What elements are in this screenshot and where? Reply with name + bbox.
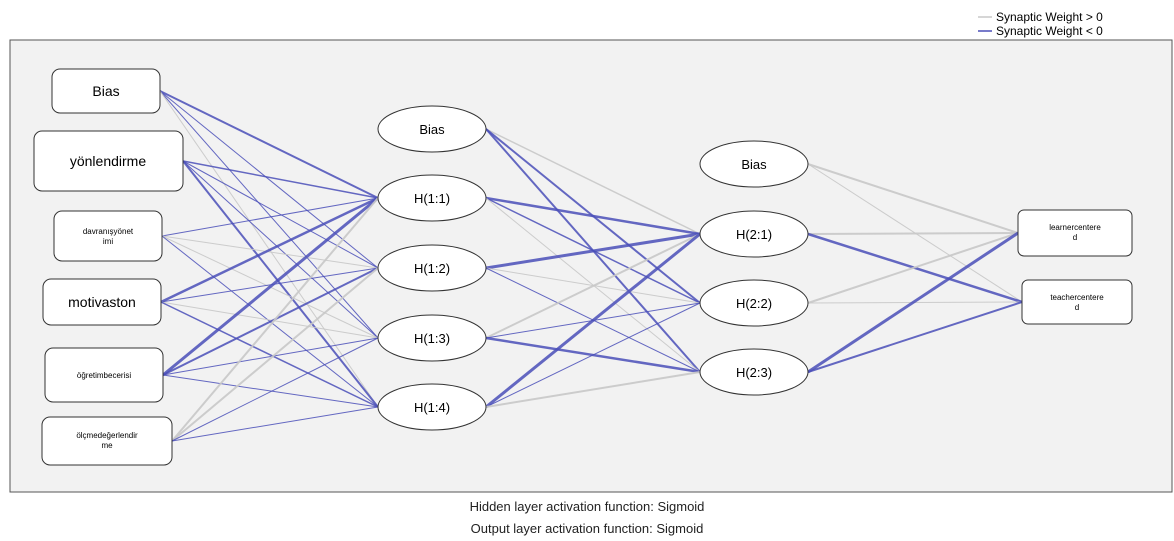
legend: Synaptic Weight > 0 Synaptic Weight < 0 [978, 10, 1103, 38]
connection-line [485, 371, 701, 408]
connection-line [485, 196, 701, 236]
input-node-yonlendirme: yönlendirme [33, 130, 184, 192]
output-node-label: learnercentere [1049, 223, 1101, 232]
input-node-motivaston: motivaston [42, 278, 162, 326]
input-node-label: ölçmedeğerlendir [76, 431, 138, 440]
hidden2-node-label: H(2:2) [736, 296, 772, 311]
connection-line [485, 232, 701, 270]
output-layer: learnercentere d teachercentere d [1017, 209, 1133, 325]
hidden1-node-h12: H(1:2) [377, 244, 487, 292]
hidden2-node-h22: H(2:2) [699, 279, 809, 327]
connection-line [160, 196, 379, 304]
connection-line [160, 301, 379, 339]
hidden-layer-1: Bias H(1:1) H(1:2) H(1:3) H(1:4) [377, 105, 487, 431]
input-node-label: motivaston [68, 294, 136, 310]
output-node-label: d [1073, 233, 1077, 242]
hidden1-node-label: H(1:4) [414, 400, 450, 415]
connection-line [182, 160, 379, 408]
input-node-label: öğretimbecerisi [77, 371, 131, 380]
connection-line [485, 233, 701, 339]
legend-positive-label: Synaptic Weight > 0 [996, 10, 1103, 24]
input-layer: Bias yönlendirme davranışyönet imi motiv… [33, 68, 184, 466]
output-activation-caption: Output layer activation function: Sigmoi… [470, 521, 704, 536]
connection-line [159, 90, 379, 199]
hidden1-node-h11: H(1:1) [377, 174, 487, 222]
hidden1-node-label: H(1:3) [414, 331, 450, 346]
hidden1-node-label: H(1:1) [414, 191, 450, 206]
connection-line [182, 160, 379, 199]
hidden2-node-label: H(2:3) [736, 365, 772, 380]
connection-line [162, 337, 379, 376]
hidden-activation-caption: Hidden layer activation function: Sigmoi… [469, 499, 705, 514]
hidden2-node-label: Bias [741, 157, 767, 172]
connection-line [807, 301, 1023, 373]
hidden2-node-h23: H(2:3) [699, 348, 809, 396]
connection-line [159, 90, 379, 339]
connection-line [161, 235, 379, 269]
connection-line [807, 163, 1019, 234]
output-node-label: d [1075, 303, 1079, 312]
connection-line [162, 374, 379, 408]
hidden2-node-bias: Bias [699, 140, 809, 188]
input-node-bias: Bias [51, 68, 161, 114]
input-node-label: me [101, 441, 113, 450]
connection-line [182, 160, 379, 269]
connection-line [807, 231, 1019, 374]
connection-line [182, 160, 379, 339]
connections [159, 90, 1023, 442]
connection-line [171, 197, 379, 442]
connection-line [807, 232, 1019, 304]
connection-line [485, 128, 701, 235]
connection-line [485, 302, 701, 408]
connection-line [485, 232, 701, 409]
legend-negative-label: Synaptic Weight < 0 [996, 24, 1103, 38]
output-node-label: teachercentere [1050, 293, 1104, 302]
hidden2-node-label: H(2:1) [736, 227, 772, 242]
hidden1-node-h13: H(1:3) [377, 314, 487, 362]
connection-line [171, 406, 379, 442]
output-node-learnercentered: learnercentere d [1017, 209, 1133, 257]
connection-line [807, 232, 1019, 235]
connection-line [160, 267, 379, 303]
hidden1-node-label: Bias [419, 122, 445, 137]
input-node-davranis-yonetimi: davranışyönet imi [53, 210, 163, 262]
input-node-label: Bias [92, 83, 119, 99]
hidden1-node-bias: Bias [377, 105, 487, 153]
input-node-label: yönlendirme [70, 153, 146, 169]
connection-line [160, 301, 379, 408]
output-node-teachercentered: teachercentere d [1021, 279, 1133, 325]
connection-line [171, 337, 379, 442]
hidden2-node-h21: H(2:1) [699, 210, 809, 258]
connection-line [171, 267, 379, 442]
hidden1-node-h14: H(1:4) [377, 383, 487, 431]
hidden-layer-2: Bias H(2:1) H(2:2) H(2:3) [699, 140, 809, 396]
connection-line [162, 196, 379, 377]
connection-line [159, 90, 379, 269]
input-node-olcme-degerlendirme: ölçmedeğerlendir me [41, 416, 173, 466]
input-node-label: davranışyönet [83, 227, 134, 236]
connection-line [162, 267, 379, 376]
hidden1-node-label: H(1:2) [414, 261, 450, 276]
diagram-frame [9, 39, 1173, 493]
input-node-ogretim-becerisi: öğretimbecerisi [44, 347, 164, 403]
connection-line [161, 197, 379, 237]
input-node-label: imi [103, 237, 113, 246]
